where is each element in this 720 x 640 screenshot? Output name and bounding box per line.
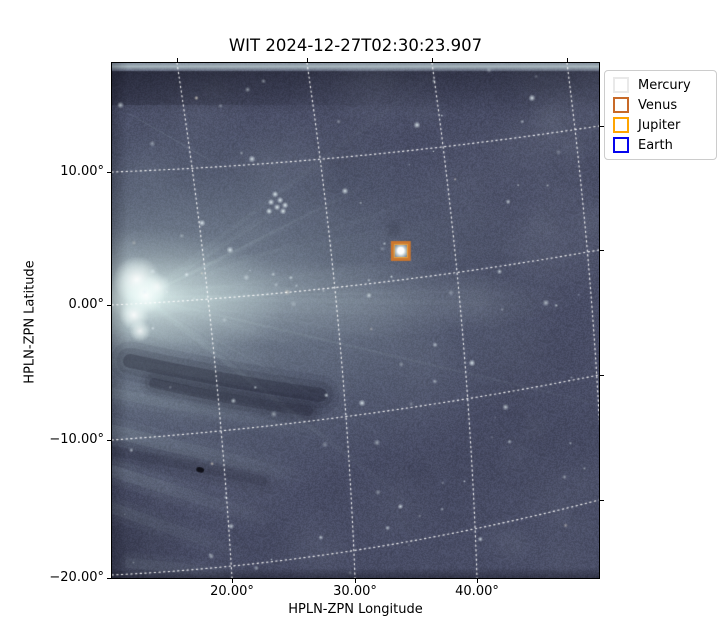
wit-image-canvas — [112, 63, 599, 578]
y-tick — [107, 304, 111, 306]
x-tick-label: 30.00° — [333, 584, 377, 599]
legend-label: Venus — [638, 97, 678, 113]
x-axis-label: HPLN-ZPN Longitude — [288, 602, 423, 617]
venus-swatch-icon — [613, 97, 629, 113]
legend-item-mercury: Mercury — [613, 77, 708, 93]
jupiter-swatch-icon — [613, 117, 629, 133]
y-tick-right — [600, 499, 604, 501]
y-tick-right — [600, 249, 604, 251]
legend-label: Mercury — [638, 77, 691, 93]
legend-item-jupiter: Jupiter — [613, 117, 708, 133]
y-tick-right — [600, 374, 604, 376]
y-tick-label: −20.00° — [49, 570, 104, 585]
legend-label: Earth — [638, 137, 673, 153]
legend-label: Jupiter — [638, 117, 681, 133]
x-tick-top — [431, 58, 433, 62]
legend: Mercury Venus Jupiter Earth — [604, 70, 717, 160]
y-tick-right — [600, 125, 604, 127]
legend-item-venus: Venus — [613, 97, 708, 113]
x-tick-top — [566, 58, 568, 62]
y-tick-label: 10.00° — [60, 164, 104, 179]
y-tick — [107, 577, 111, 579]
legend-item-earth: Earth — [613, 137, 708, 153]
plot-title: WIT 2024-12-27T02:30:23.907 — [228, 36, 483, 55]
y-axis-label: HPLN-ZPN Latitude — [22, 260, 38, 384]
x-tick — [354, 579, 356, 583]
x-tick-label: 20.00° — [210, 584, 254, 599]
x-tick — [231, 579, 233, 583]
x-tick-top — [306, 58, 308, 62]
earth-swatch-icon — [613, 137, 629, 153]
y-tick — [107, 171, 111, 173]
y-tick-label: −10.00° — [49, 432, 104, 447]
x-tick-top — [176, 58, 178, 62]
x-tick-label: 40.00° — [455, 584, 499, 599]
plot-area — [111, 62, 600, 579]
mercury-swatch-icon — [613, 77, 629, 93]
x-tick — [476, 579, 478, 583]
y-tick — [107, 439, 111, 441]
y-tick-label: 0.00° — [68, 297, 104, 312]
